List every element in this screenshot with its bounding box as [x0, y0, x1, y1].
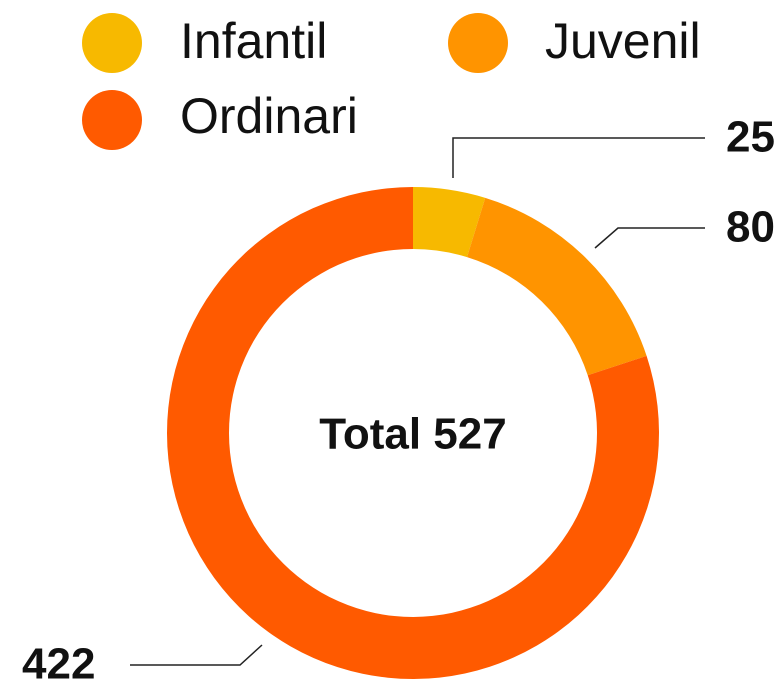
leader-line [452, 137, 705, 178]
legend-label: Ordinari [180, 88, 358, 144]
center-label: Total 527 [319, 410, 506, 459]
legend-swatch [82, 13, 142, 73]
value-label: 80 [726, 203, 775, 252]
donut-slice [413, 187, 486, 258]
value-label: 422 [22, 640, 95, 687]
donut-slice [467, 197, 647, 376]
leader-line [130, 644, 263, 666]
leader-line [594, 227, 705, 249]
legend-label: Infantil [180, 13, 327, 69]
legend-swatch [82, 90, 142, 150]
legend-label: Juvenil [545, 13, 701, 69]
value-label: 25 [726, 113, 775, 162]
legend-swatch [448, 13, 508, 73]
